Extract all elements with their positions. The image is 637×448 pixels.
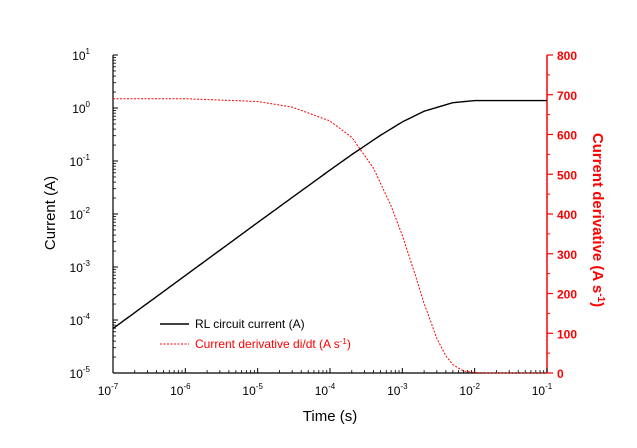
right-axis-title-close: ) (589, 302, 606, 307)
left-tick-label: 10-5 (70, 365, 91, 381)
series-line-derivative (113, 98, 547, 374)
legend: RL circuit current (A) Current derivativ… (160, 317, 351, 351)
x-axis-ticks: 10-7 10-6 10-5 10-4 10-3 10-2 10-1 (98, 368, 553, 398)
legend-label-derivative-close: ) (347, 337, 351, 351)
series-layer (112, 98, 547, 374)
left-tick-label: 10-2 (70, 206, 91, 222)
x-axis-title: Time (s) (303, 408, 357, 425)
x-tick-label: 10-2 (459, 382, 480, 398)
left-axis-ticks: 101 100 10-1 10-2 10-3 10-4 10-5 (70, 47, 118, 381)
legend-label-derivative: Current derivative di/dt (A s-1) (195, 337, 351, 352)
series-line-current (112, 99, 547, 330)
right-axis-title: Current derivative (A s-1) (589, 133, 607, 307)
right-axis-title-sup: -1 (596, 293, 607, 302)
axes (112, 55, 548, 374)
right-tick-label: 100 (557, 327, 577, 341)
x-tick-label: 10-5 (242, 382, 263, 398)
right-tick-label: 700 (557, 89, 577, 103)
legend-label-derivative-sup: -1 (340, 337, 348, 346)
right-tick-label: 800 (557, 49, 577, 63)
right-tick-label: 500 (557, 168, 577, 182)
right-tick-label: 600 (557, 129, 577, 143)
left-tick-label: 100 (72, 100, 90, 116)
left-tick-label: 10-1 (70, 153, 91, 169)
right-tick-label: 400 (557, 208, 577, 222)
plot-area (113, 55, 547, 373)
right-tick-label: 200 (557, 288, 577, 302)
left-tick-label: 10-4 (70, 312, 91, 328)
x-tick-label: 10-7 (98, 382, 119, 398)
left-tick-label: 101 (72, 47, 90, 63)
x-tick-label: 10-6 (170, 382, 191, 398)
right-tick-label: 0 (557, 367, 564, 381)
legend-label-current: RL circuit current (A) (195, 317, 305, 331)
x-tick-label: 10-3 (387, 382, 408, 398)
x-tick-label: 10-1 (532, 382, 553, 398)
right-tick-label: 300 (557, 248, 577, 262)
left-tick-label: 10-3 (70, 259, 91, 275)
x-tick-label: 10-4 (315, 382, 336, 398)
right-axis-title-main: Current derivative (A s (589, 133, 606, 293)
legend-label-derivative-main: Current derivative di/dt (A s (195, 337, 340, 351)
right-axis-ticks: 0 100 200 300 400 500 600 700 800 (547, 49, 577, 381)
left-axis-title: Current (A) (42, 176, 59, 250)
